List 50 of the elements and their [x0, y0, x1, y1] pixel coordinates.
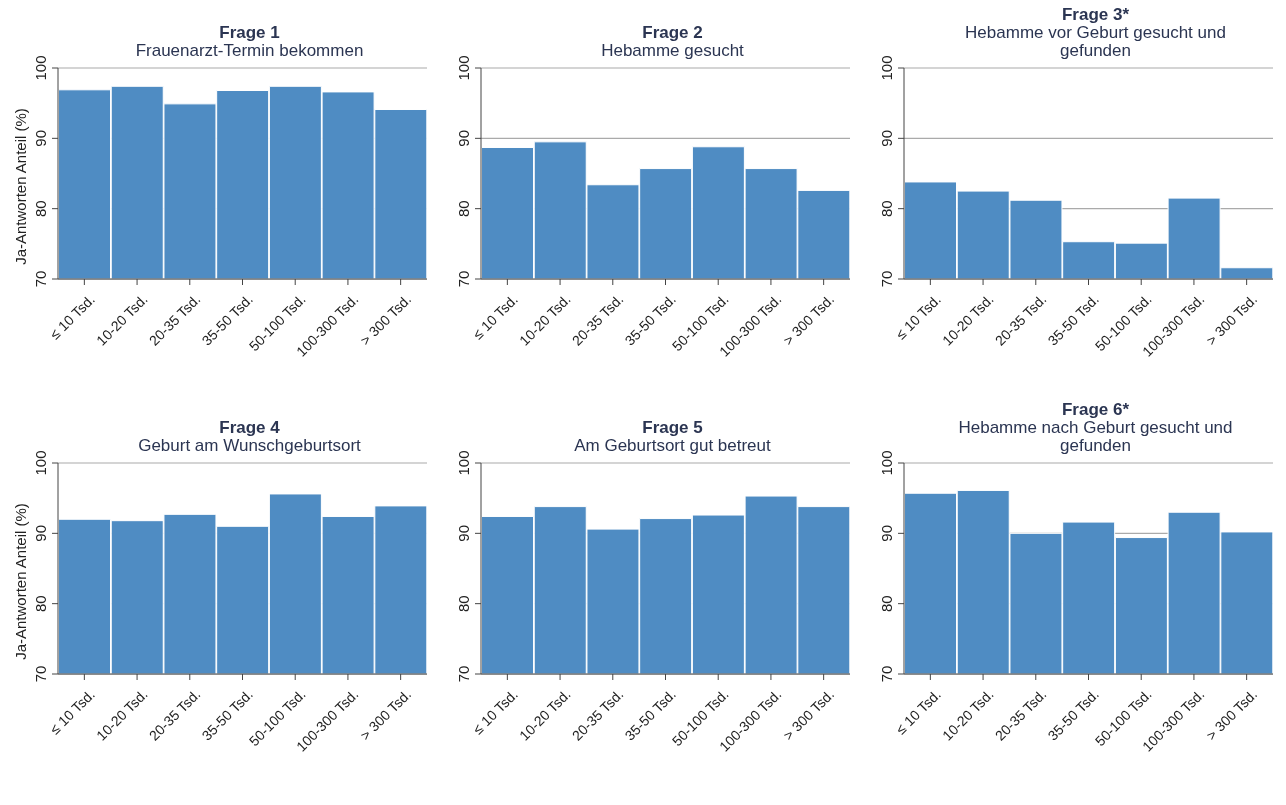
y-tick-label: 80: [455, 595, 472, 613]
y-tick-label: 70: [455, 665, 472, 683]
y-tick-label: 80: [32, 595, 49, 613]
chart-subtitle: Geburt am Wunschgeburtsort: [138, 436, 361, 455]
y-tick-label: 70: [455, 270, 472, 288]
y-tick-label: 90: [455, 524, 472, 542]
y-tick-label: 100: [32, 55, 49, 81]
x-tick-label: > 300 Tsd.: [1203, 291, 1261, 349]
y-tick-label: 70: [32, 665, 49, 683]
y-tick-label: 70: [878, 270, 895, 288]
x-tick-label: ≤ 10 Tsd.: [469, 291, 521, 343]
x-tick-label: ≤ 10 Tsd.: [892, 291, 944, 343]
y-tick-label: 90: [878, 524, 895, 542]
x-tick-label: ≤ 10 Tsd.: [469, 686, 521, 738]
y-tick-label: 70: [32, 270, 49, 288]
chart-subtitle: Hebamme gesucht: [601, 41, 744, 60]
y-tick-label: 90: [878, 129, 895, 147]
y-tick-label: 90: [455, 129, 472, 147]
y-axis-title: Ja-Antworten Anteil (%): [11, 107, 29, 265]
y-tick-label: 90: [32, 129, 49, 147]
x-tick-label: ≤ 10 Tsd.: [46, 291, 98, 343]
y-tick-label: 70: [878, 665, 895, 683]
chart-subtitle: Hebamme vor Geburt gesucht und gefunden: [964, 23, 1227, 60]
y-tick-label: 80: [455, 200, 472, 218]
chart-subtitle: Am Geburtsort gut betreut: [574, 436, 771, 455]
chart-title: Frage 1: [219, 23, 280, 42]
chart-subtitle: Frauenarzt-Termin bekommen: [135, 41, 364, 60]
y-axis-title: Ja-Antworten Anteil (%): [11, 502, 29, 660]
y-tick-label: 90: [32, 524, 49, 542]
chart-title: Frage 3*: [1061, 5, 1130, 24]
y-tick-label: 80: [878, 200, 895, 218]
y-tick-label: 100: [878, 55, 895, 81]
x-tick-label: > 300 Tsd.: [1203, 686, 1261, 744]
y-tick-label: 100: [878, 450, 895, 476]
y-tick-label: 80: [32, 200, 49, 218]
y-tick-label: 100: [455, 450, 472, 476]
x-tick-label: ≤ 10 Tsd.: [892, 686, 944, 738]
x-tick-label: > 300 Tsd.: [357, 291, 415, 349]
chart-title: Frage 2: [642, 23, 703, 42]
y-tick-label: 80: [878, 595, 895, 613]
x-tick-label: ≤ 10 Tsd.: [46, 686, 98, 738]
chart-title: Frage 5: [642, 418, 703, 437]
chart-subtitle: Hebamme nach Geburt gesucht und gefunden: [957, 418, 1234, 455]
x-tick-label: > 300 Tsd.: [357, 686, 415, 744]
chart-title: Frage 6*: [1061, 400, 1130, 419]
y-tick-label: 100: [455, 55, 472, 81]
y-tick-label: 100: [32, 450, 49, 476]
x-tick-label: > 300 Tsd.: [780, 291, 838, 349]
chart-title: Frage 4: [219, 418, 280, 437]
x-tick-label: > 300 Tsd.: [780, 686, 838, 744]
